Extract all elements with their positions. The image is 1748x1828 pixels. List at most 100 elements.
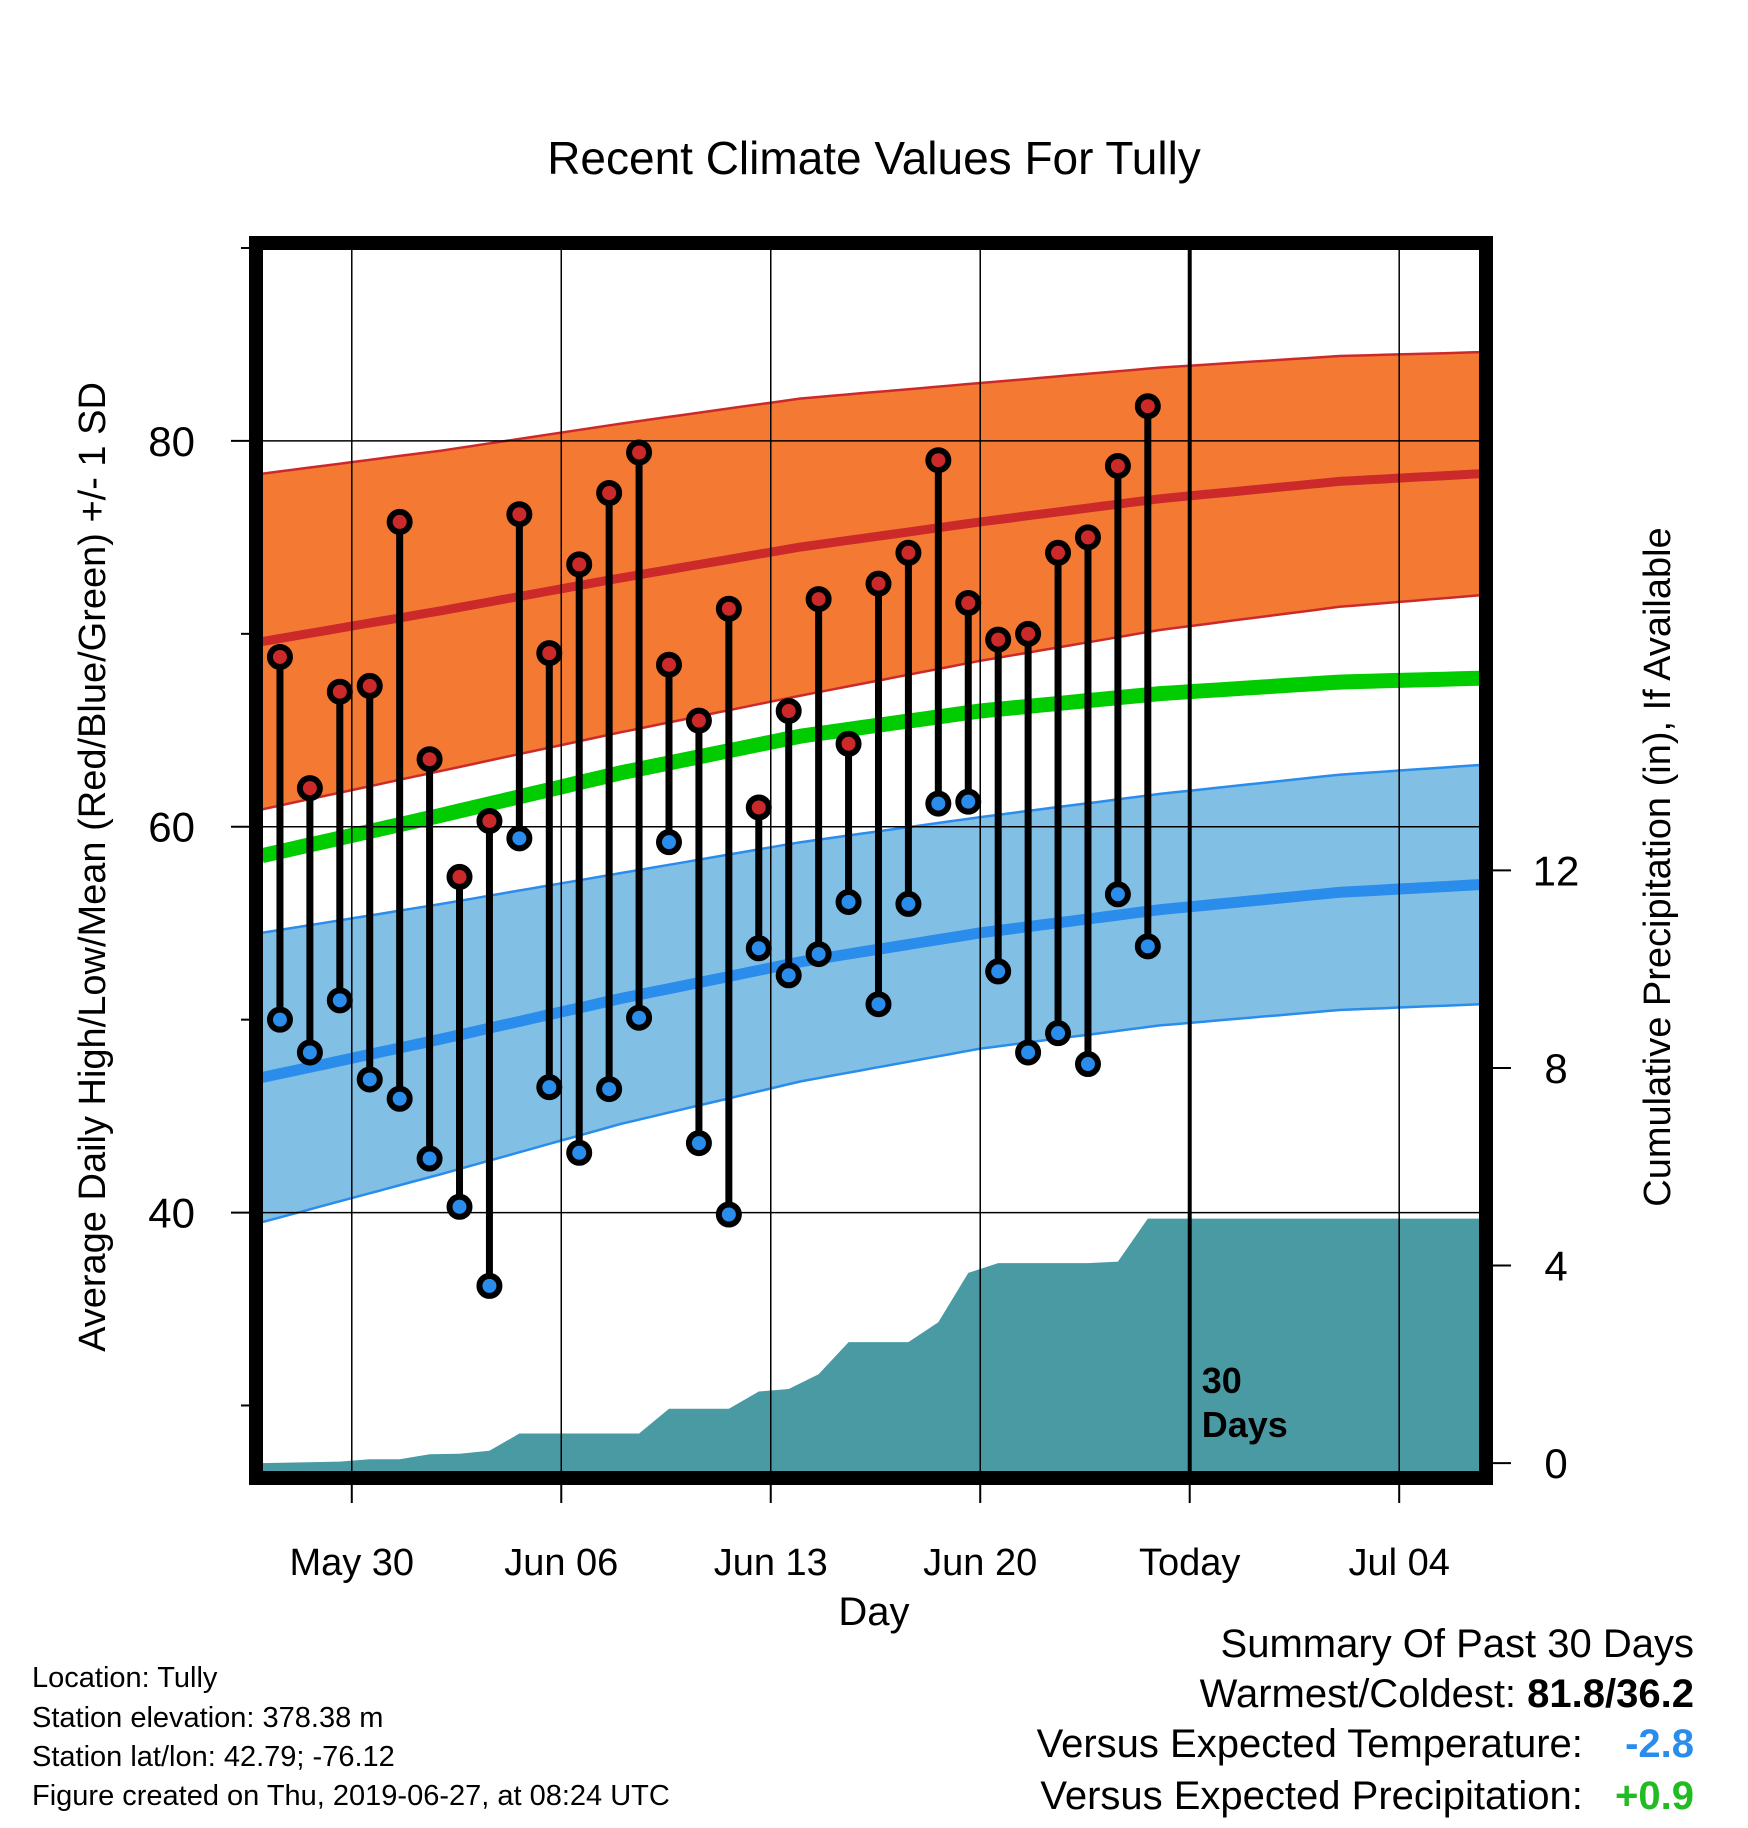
warm-cold-value: 81.8/36.2 xyxy=(1527,1672,1694,1716)
high-upper-edge xyxy=(262,350,1480,475)
x-tick-label: Jun 13 xyxy=(714,1542,828,1584)
y-tick-label: 60 xyxy=(148,804,195,851)
daily-low-point xyxy=(326,987,353,1014)
daily-high-point xyxy=(1104,452,1131,479)
daily-low-point xyxy=(536,1074,563,1101)
daily-high-point xyxy=(536,640,563,667)
temp-departure-label: Versus Expected Temperature: xyxy=(1036,1722,1583,1766)
x-tick-label: Jun 06 xyxy=(504,1542,618,1584)
temp-departure-value: -2.8 xyxy=(1625,1722,1694,1766)
y2-tick-label: 0 xyxy=(1544,1440,1567,1487)
daily-low-point xyxy=(835,888,862,915)
daily-high-point xyxy=(1074,524,1101,551)
daily-high-point xyxy=(745,794,772,821)
daily-high-point xyxy=(1045,539,1072,566)
y2-axis-label: Cumulative Precipitation (in), If Availa… xyxy=(1637,527,1679,1206)
daily-high-point xyxy=(955,589,982,616)
warm-cold-label: Warmest/Coldest: xyxy=(1199,1672,1517,1716)
daily-high-point xyxy=(326,678,353,705)
daily-low-point xyxy=(985,958,1012,985)
daily-low-point xyxy=(1045,1020,1072,1047)
footer-elevation: Station elevation: 378.38 m xyxy=(32,1702,384,1734)
daily-high-point xyxy=(925,447,952,474)
daily-high-point xyxy=(386,508,413,535)
y-tick-label: 40 xyxy=(148,1190,195,1237)
y2-tick-label: 8 xyxy=(1544,1045,1567,1092)
daily-low-point xyxy=(506,825,533,852)
x-tick-label: May 30 xyxy=(289,1542,414,1584)
footer-created: Figure created on Thu, 2019-06-27, at 08… xyxy=(32,1780,670,1812)
daily-low-point xyxy=(1015,1039,1042,1066)
plot-frame xyxy=(249,236,1493,1485)
daily-high-point xyxy=(805,586,832,613)
daily-high-point xyxy=(1015,620,1042,647)
daily-high-point xyxy=(626,439,653,466)
daily-low-point xyxy=(685,1130,712,1157)
daily-low-point xyxy=(715,1201,742,1228)
daily-high-point xyxy=(1134,393,1161,420)
daily-low-point xyxy=(745,935,772,962)
daily-low-point xyxy=(476,1272,503,1299)
daily-low-point xyxy=(446,1193,473,1220)
daily-high-point xyxy=(865,570,892,597)
daily-high-point xyxy=(416,746,443,773)
daily-high-point xyxy=(985,626,1012,653)
x-tick-label: Today xyxy=(1139,1542,1240,1584)
daily-low-point xyxy=(1134,933,1161,960)
daily-low-point xyxy=(1074,1051,1101,1078)
daily-low-point xyxy=(356,1066,383,1093)
daily-high-point xyxy=(895,539,922,566)
daily-low-point xyxy=(655,829,682,856)
daily-low-point xyxy=(296,1039,323,1066)
daily-low-point xyxy=(626,1004,653,1031)
daily-high-point xyxy=(566,551,593,578)
summary-precip: Versus Expected Precipitation: +0.9 xyxy=(1040,1774,1694,1819)
daily-high-point xyxy=(715,595,742,622)
daily-high-point xyxy=(685,707,712,734)
daily-low-point xyxy=(955,788,982,815)
daily-high-point xyxy=(266,643,293,670)
today-days-label: Days xyxy=(1202,1404,1288,1445)
daily-low-point xyxy=(895,890,922,917)
daily-low-point xyxy=(566,1139,593,1166)
daily-low-point xyxy=(1104,881,1131,908)
precip-departure-label: Versus Expected Precipitation: xyxy=(1040,1774,1583,1818)
y-tick-label: 80 xyxy=(148,418,195,465)
low-lower-edge xyxy=(262,1002,1480,1224)
daily-low-point xyxy=(865,991,892,1018)
x-tick-label: Jul 04 xyxy=(1348,1542,1449,1584)
summary-temp: Versus Expected Temperature: -2.8 xyxy=(1037,1722,1694,1767)
daily-low-point xyxy=(416,1145,443,1172)
daily-low-point xyxy=(596,1076,623,1103)
footer-location: Location: Tully xyxy=(32,1662,218,1694)
daily-low-point xyxy=(805,941,832,968)
y-axis-label: Average Daily High/Low/Mean (Red/Blue/Gr… xyxy=(72,382,114,1352)
daily-high-point xyxy=(446,863,473,890)
daily-high-point xyxy=(506,501,533,528)
precip-departure-value: +0.9 xyxy=(1615,1774,1694,1818)
chart-title: Recent Climate Values For Tully xyxy=(547,132,1201,184)
footer-latlon: Station lat/lon: 42.79; -76.12 xyxy=(32,1741,395,1773)
daily-high-point xyxy=(596,480,623,506)
x-tick-label: Jun 20 xyxy=(923,1542,1037,1584)
daily-low-point xyxy=(386,1085,413,1112)
daily-high-point xyxy=(296,775,323,802)
y2-tick-label: 12 xyxy=(1533,847,1580,894)
today-count-label: 30 xyxy=(1202,1360,1242,1401)
daily-high-point xyxy=(655,651,682,678)
daily-high-point xyxy=(476,807,503,834)
y2-tick-label: 4 xyxy=(1544,1243,1567,1290)
summary-title: Summary Of Past 30 Days xyxy=(1220,1622,1694,1666)
daily-high-point xyxy=(356,672,383,699)
daily-low-point xyxy=(266,1006,293,1033)
daily-low-point xyxy=(775,962,802,989)
plot-content xyxy=(262,248,1480,1473)
daily-high-point xyxy=(835,730,862,757)
daily-high-point xyxy=(775,697,802,724)
precipitation-area xyxy=(262,1218,1480,1473)
summary-warm-cold: Warmest/Coldest: 81.8/36.2 xyxy=(1200,1672,1694,1717)
daily-low-point xyxy=(925,790,952,817)
normal-high-line xyxy=(262,469,1480,646)
